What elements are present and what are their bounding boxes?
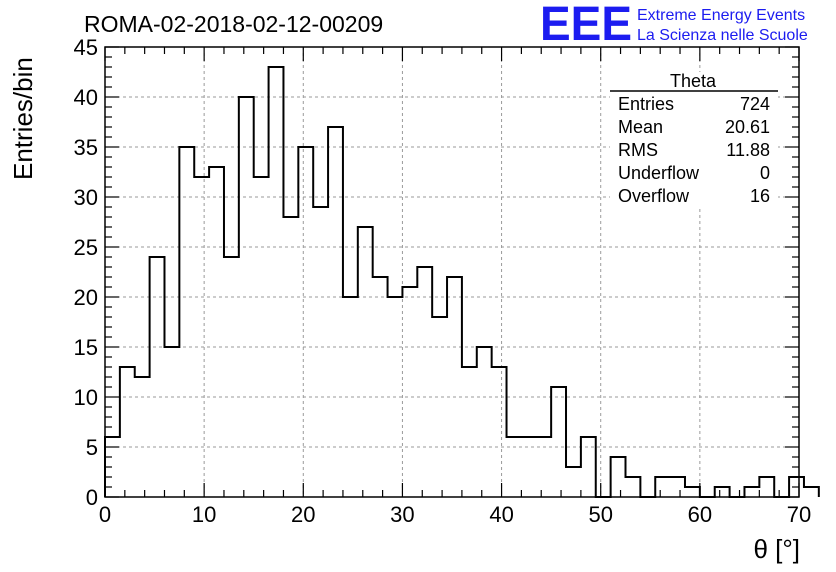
stats-value: 0 <box>760 163 770 183</box>
stats-box-background <box>610 72 778 208</box>
logo-line-1: Extreme Energy Events <box>637 7 805 24</box>
stats-label: Entries <box>618 94 674 114</box>
logo-eee-text: EEE <box>540 0 632 51</box>
y-tick-label: 40 <box>74 85 98 110</box>
x-tick-label: 50 <box>588 502 612 527</box>
x-tick-label: 20 <box>291 502 315 527</box>
x-tick-label: 40 <box>489 502 513 527</box>
y-tick-label: 45 <box>74 35 98 60</box>
plot-frame <box>104 46 800 498</box>
stats-label: RMS <box>618 140 658 160</box>
stats-label: Overflow <box>618 186 690 206</box>
stats-value: 16 <box>750 186 770 206</box>
x-axis-label: θ [°] <box>753 534 800 564</box>
stats-box-title: Theta <box>670 71 717 91</box>
y-tick-label: 10 <box>74 385 98 410</box>
y-tick-label: 5 <box>86 435 98 460</box>
y-tick-label: 0 <box>86 485 98 510</box>
y-tick-labels: 0 5 10 15 20 25 30 35 40 45 <box>74 35 98 510</box>
chart-title: ROMA-02-2018-02-12-00209 <box>84 11 383 37</box>
stats-label: Underflow <box>618 163 700 183</box>
x-tick-label: 70 <box>787 502 811 527</box>
x-tick-label: 10 <box>192 502 216 527</box>
x-tick-label: 30 <box>390 502 414 527</box>
stats-label: Mean <box>618 117 663 137</box>
stats-value: 20.61 <box>725 117 770 137</box>
x-tick-label: 0 <box>99 502 111 527</box>
eee-logo: EEE Extreme Energy Events La Scienza nel… <box>540 0 808 51</box>
x-tick-label: 60 <box>688 502 712 527</box>
y-axis-label: Entries/bin <box>8 57 38 180</box>
y-tick-label: 25 <box>74 235 98 260</box>
y-tick-label: 35 <box>74 135 98 160</box>
stats-value: 11.88 <box>726 140 770 160</box>
y-tick-label: 20 <box>74 285 98 310</box>
axis-ticks <box>104 46 800 498</box>
stats-box: Theta Entries 724 Mean 20.61 RMS 11.88 Underfl… <box>610 71 778 208</box>
x-tick-labels: 0 10 20 30 40 50 60 70 <box>99 502 811 527</box>
y-tick-label: 15 <box>74 335 98 360</box>
stats-value: 724 <box>740 94 770 114</box>
logo-line-2: La Scienza nelle Scuole <box>637 27 808 44</box>
y-tick-label: 30 <box>74 185 98 210</box>
